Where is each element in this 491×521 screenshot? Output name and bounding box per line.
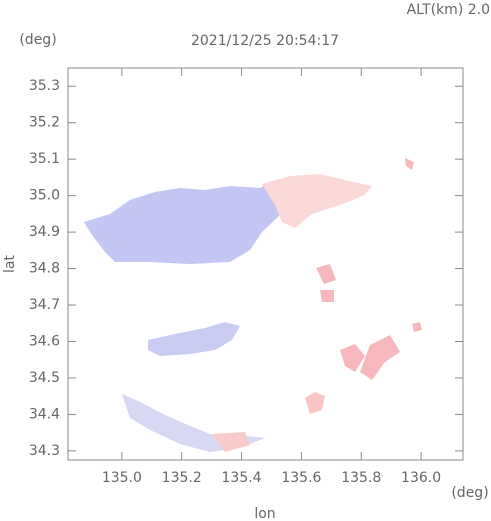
y-tick-label: 34.8 [29,261,60,277]
y-tick-label: 34.9 [29,224,60,240]
x-tick-label: 136.0 [401,470,441,486]
x-unit: (deg) [451,485,488,501]
x-tick-label: 135.0 [102,470,142,486]
y-tick-label: 34.6 [29,333,60,349]
red-echo [212,432,250,452]
blue-echo [148,322,240,356]
y-tick-label: 34.4 [29,406,60,422]
red-echo [320,290,334,302]
x-tick-label: 135.4 [222,470,262,486]
y-tick-label: 35.0 [29,188,60,204]
plot-frame [67,67,464,461]
y-axis-label: lat [2,255,18,273]
red-echo [360,335,400,380]
y-tick-label: 35.1 [29,151,60,167]
red-echo [262,174,372,228]
blue-echo [84,176,315,264]
x-tick-label: 135.2 [162,470,202,486]
x-tick-label: 135.8 [341,470,381,486]
y-tick-label: 34.5 [29,370,60,386]
chart-subtitle: ALT(km) 2.0 [407,2,490,18]
x-tick-label: 135.6 [281,470,321,486]
red-echo [412,322,422,332]
red-echo [340,344,365,372]
y-tick-label: 34.3 [29,443,60,459]
x-axis-label: lon [254,506,275,521]
echo-areas [84,158,422,452]
y-tick-label: 35.2 [29,115,60,131]
y-tick-label: 35.3 [29,78,60,94]
red-echo [305,392,325,414]
red-echo [405,158,414,170]
red-echo [316,264,336,284]
chart-title: 2021/12/25 20:54:17 [191,33,339,49]
y-unit: (deg) [19,32,56,48]
y-tick-label: 34.7 [29,297,60,313]
